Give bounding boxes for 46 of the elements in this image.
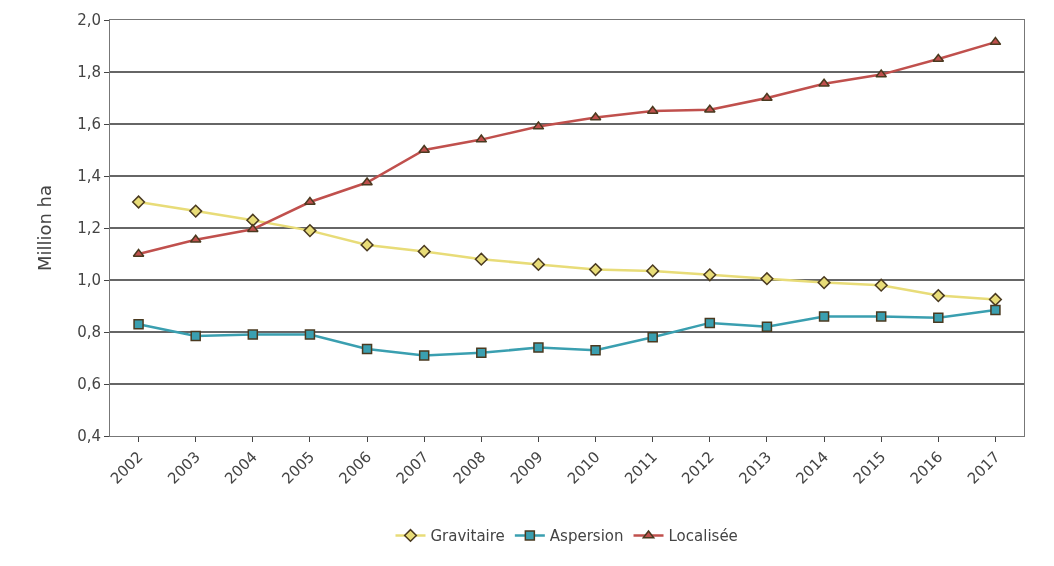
point	[704, 317, 716, 329]
y-tick-label: 1,6	[77, 115, 101, 134]
y-tick-label: 1,4	[77, 167, 101, 186]
y-tick-label: 0,4	[77, 427, 101, 446]
point	[590, 344, 601, 356]
point	[303, 224, 317, 238]
point	[474, 252, 488, 266]
point	[817, 276, 831, 290]
point	[533, 342, 544, 353]
point	[247, 329, 259, 340]
point	[189, 204, 203, 218]
point	[989, 36, 1002, 46]
y-axis-title: Million ha	[34, 184, 56, 272]
point	[131, 195, 146, 209]
point	[990, 304, 1001, 316]
point	[246, 213, 260, 227]
point	[588, 263, 603, 277]
point	[703, 268, 717, 282]
point	[931, 289, 945, 303]
point	[646, 264, 660, 278]
point	[760, 272, 774, 286]
legend-label: Localisée	[668, 527, 738, 546]
point	[417, 244, 431, 258]
point	[361, 343, 373, 355]
y-tick-label: 1,2	[77, 219, 101, 238]
y-tick-label: 1,8	[77, 63, 101, 82]
point	[874, 278, 888, 292]
point	[647, 331, 658, 343]
y-tick-label: 2,0	[77, 11, 101, 30]
point	[360, 238, 374, 252]
point	[133, 318, 144, 330]
point	[988, 292, 1003, 307]
legend-label: Aspersion	[549, 527, 624, 546]
y-tick-label: 0,6	[77, 375, 101, 394]
legend-label: Gravitaire	[430, 527, 505, 546]
point	[818, 311, 830, 322]
y-tick-label: 0,8	[77, 323, 101, 342]
point	[418, 350, 430, 361]
point	[761, 321, 773, 333]
y-tick-label: 1,0	[77, 271, 101, 290]
point	[875, 311, 887, 322]
point	[304, 329, 316, 340]
point	[476, 347, 487, 359]
point	[933, 312, 944, 323]
point	[190, 330, 201, 342]
point	[531, 257, 546, 271]
